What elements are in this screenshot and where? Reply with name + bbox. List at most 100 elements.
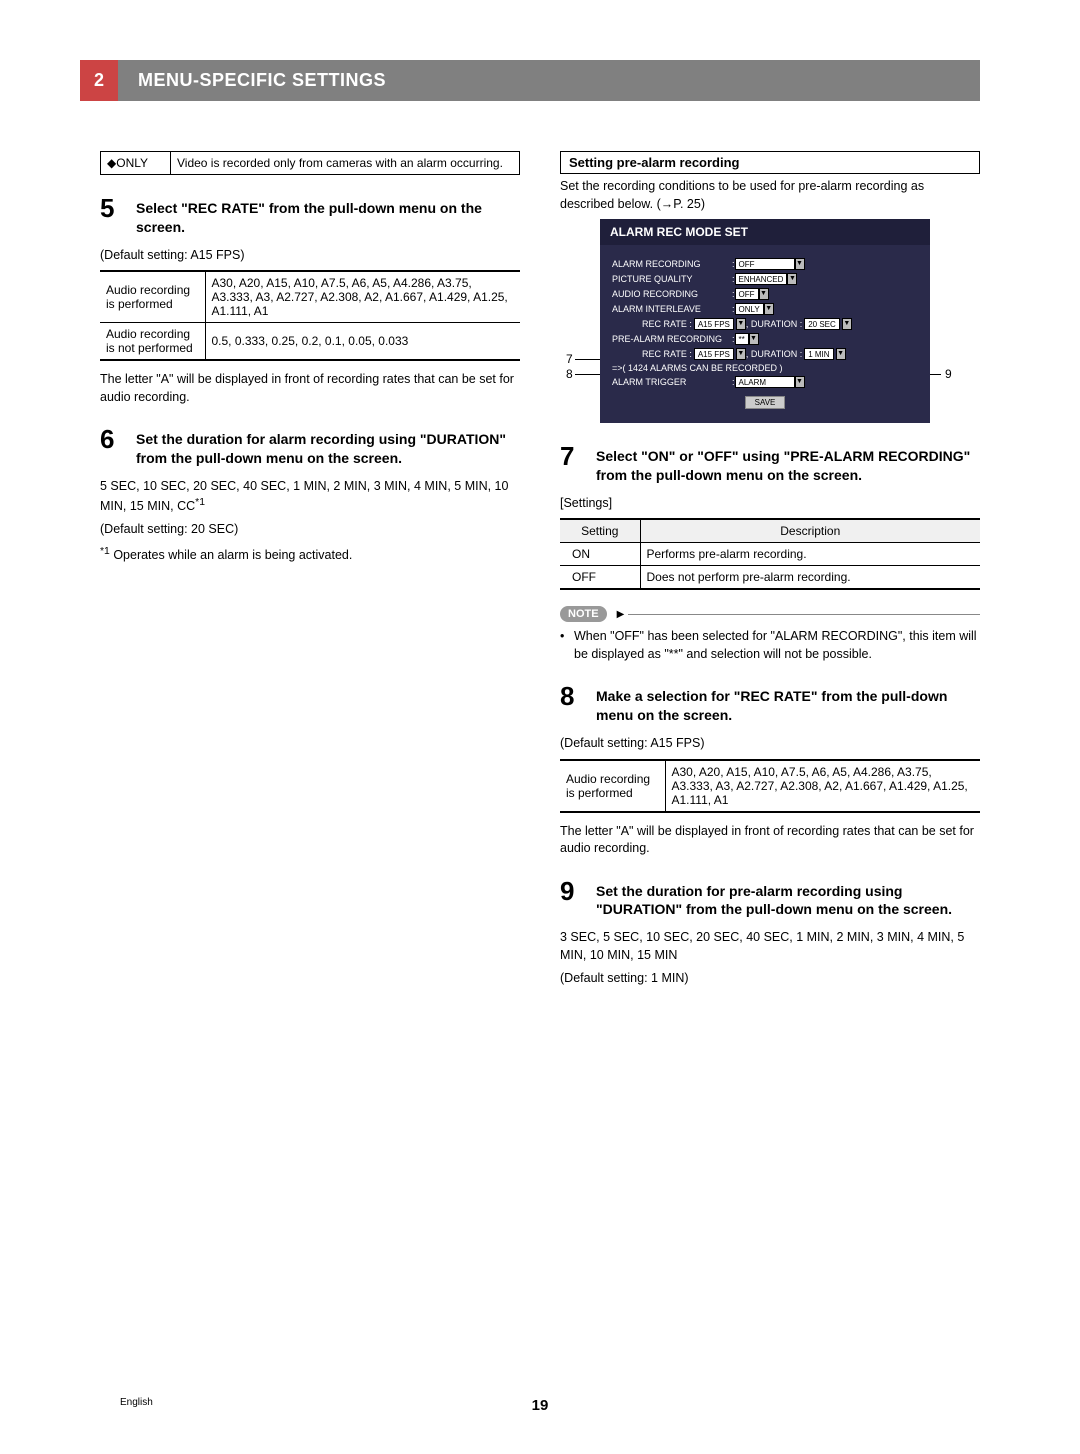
sshot-row-audio-recording: AUDIO RECORDING : OFF▼ bbox=[612, 288, 918, 300]
step-8: 8 Make a selection for "REC RATE" from t… bbox=[560, 681, 980, 725]
rec-rate-table-8: Audio recording is performed A30, A20, A… bbox=[560, 759, 980, 813]
footer-language: English bbox=[120, 1397, 153, 1408]
sshot-label: ALARM TRIGGER bbox=[612, 377, 732, 387]
alarm-rec-screenshot: ALARM REC MODE SET ALARM RECORDING : OFF… bbox=[600, 219, 930, 423]
col-header: Setting bbox=[560, 519, 640, 543]
chevron-down-icon[interactable]: ▼ bbox=[749, 333, 759, 345]
sshot-field[interactable]: A15 FPS bbox=[694, 318, 734, 330]
sshot-row-alarm-trigger: ALARM TRIGGER : ALARM▼ bbox=[612, 376, 918, 388]
rec-rate-table-5: Audio recording is performed A30, A20, A… bbox=[100, 270, 520, 361]
sshot-field[interactable]: ** bbox=[735, 333, 749, 345]
table-row: Setting Description bbox=[560, 519, 980, 543]
note-list: When "OFF" has been selected for "ALARM … bbox=[560, 628, 980, 663]
screenshot-title: ALARM REC MODE SET bbox=[600, 219, 930, 245]
callout-9: 9 bbox=[945, 367, 952, 381]
sshot-field[interactable]: OFF bbox=[735, 258, 795, 270]
duration-list: 5 SEC, 10 SEC, 20 SEC, 40 SEC, 1 MIN, 2 … bbox=[100, 479, 508, 513]
sshot-row-pre-alarm: PRE-ALARM RECORDING : **▼ bbox=[612, 333, 918, 345]
sshot-label: , DURATION : bbox=[746, 319, 802, 329]
cell-desc: Performs pre-alarm recording. bbox=[640, 543, 980, 566]
note-divider bbox=[628, 614, 980, 615]
sshot-label: REC RATE : bbox=[642, 319, 692, 329]
duration-options-9: 3 SEC, 5 SEC, 10 SEC, 20 SEC, 40 SEC, 1 … bbox=[560, 929, 980, 964]
step-7: 7 Select "ON" or "OFF" using "PRE-ALARM … bbox=[560, 441, 980, 485]
step-number: 5 bbox=[100, 193, 136, 237]
sshot-field[interactable]: 20 SEC bbox=[804, 318, 840, 330]
chevron-down-icon[interactable]: ▼ bbox=[787, 273, 797, 285]
callout-8: 8 bbox=[566, 367, 573, 381]
note-pill: NOTE bbox=[560, 606, 607, 622]
cell-value: 0.5, 0.333, 0.25, 0.2, 0.1, 0.05, 0.033 bbox=[205, 323, 520, 361]
settings-label: [Settings] bbox=[560, 495, 980, 513]
step-text: Set the duration for pre-alarm recording… bbox=[596, 876, 980, 920]
step-text: Select "REC RATE" from the pull-down men… bbox=[136, 193, 520, 237]
chapter-number: 2 bbox=[80, 60, 118, 101]
cell-label: Audio recording is performed bbox=[100, 271, 205, 323]
chevron-down-icon[interactable]: ▼ bbox=[764, 303, 774, 315]
step-text: Select "ON" or "OFF" using "PRE-ALARM RE… bbox=[596, 441, 980, 485]
footnote-text: Operates while an alarm is being activat… bbox=[110, 548, 353, 562]
sshot-label: AUDIO RECORDING bbox=[612, 289, 732, 299]
chevron-down-icon[interactable]: ▼ bbox=[836, 348, 846, 360]
sshot-label: REC RATE : bbox=[642, 349, 692, 359]
cell-label: Audio recording is performed bbox=[560, 760, 665, 812]
sshot-field[interactable]: OFF bbox=[735, 288, 759, 300]
sshot-field[interactable]: ONLY bbox=[735, 303, 764, 315]
chevron-right-icon: ▶ bbox=[617, 609, 625, 620]
content-columns: ◆ONLY Video is recorded only from camera… bbox=[100, 151, 980, 994]
sshot-label: , DURATION : bbox=[746, 349, 802, 359]
sshot-row-rec-rate-1: REC RATE : A15 FPS▼ , DURATION : 20 SEC▼ bbox=[612, 318, 918, 330]
table-row: OFF Does not perform pre-alarm recording… bbox=[560, 566, 980, 590]
sshot-row-alarm-recording: ALARM RECORDING : OFF▼ bbox=[612, 258, 918, 270]
table-row: ON Performs pre-alarm recording. bbox=[560, 543, 980, 566]
save-button[interactable]: SAVE bbox=[745, 396, 785, 409]
section-body: Set the recording conditions to be used … bbox=[560, 178, 980, 213]
cell-setting: OFF bbox=[560, 566, 640, 590]
note-item: When "OFF" has been selected for "ALARM … bbox=[560, 628, 980, 663]
sshot-row-rec-rate-2: REC RATE : A15 FPS▼ , DURATION : 1 MIN▼ bbox=[612, 348, 918, 360]
page-container: 2 MENU-SPECIFIC SETTINGS ◆ONLY Video is … bbox=[0, 0, 1080, 1034]
step-text: Make a selection for "REC RATE" from the… bbox=[596, 681, 980, 725]
sshot-label: PICTURE QUALITY bbox=[612, 274, 732, 284]
chevron-down-icon[interactable]: ▼ bbox=[795, 376, 805, 388]
table-row: Audio recording is performed A30, A20, A… bbox=[100, 271, 520, 323]
default-setting-5: (Default setting: A15 FPS) bbox=[100, 247, 520, 265]
chevron-down-icon[interactable]: ▼ bbox=[795, 258, 805, 270]
sshot-field[interactable]: 1 MIN bbox=[804, 348, 833, 360]
table-row: ◆ONLY Video is recorded only from camera… bbox=[101, 152, 520, 175]
col-header: Description bbox=[640, 519, 980, 543]
default-setting-9: (Default setting: 1 MIN) bbox=[560, 970, 980, 988]
default-setting-6: (Default setting: 20 SEC) bbox=[100, 521, 520, 539]
sshot-field[interactable]: ALARM bbox=[735, 376, 795, 388]
sup-marker: *1 bbox=[195, 497, 205, 508]
step-6: 6 Set the duration for alarm recording u… bbox=[100, 424, 520, 468]
cell-value: A30, A20, A15, A10, A7.5, A6, A5, A4.286… bbox=[665, 760, 980, 812]
only-desc: Video is recorded only from cameras with… bbox=[171, 152, 520, 175]
note-8: The letter "A" will be displayed in fron… bbox=[560, 823, 980, 858]
chevron-down-icon[interactable]: ▼ bbox=[736, 348, 746, 360]
only-table: ◆ONLY Video is recorded only from camera… bbox=[100, 151, 520, 175]
step-5: 5 Select "REC RATE" from the pull-down m… bbox=[100, 193, 520, 237]
step-number: 8 bbox=[560, 681, 596, 725]
table-row: Audio recording is not performed 0.5, 0.… bbox=[100, 323, 520, 361]
step-number: 6 bbox=[100, 424, 136, 468]
chevron-down-icon[interactable]: ▼ bbox=[736, 318, 746, 330]
sshot-field[interactable]: A15 FPS bbox=[694, 348, 734, 360]
table-row: Audio recording is performed A30, A20, A… bbox=[560, 760, 980, 812]
section-title-box: Setting pre-alarm recording bbox=[560, 151, 980, 174]
settings-table-7: Setting Description ON Performs pre-alar… bbox=[560, 518, 980, 590]
sshot-label: ALARM INTERLEAVE bbox=[612, 304, 732, 314]
chevron-down-icon[interactable]: ▼ bbox=[759, 288, 769, 300]
sshot-row-capacity: =>( 1424 ALARMS CAN BE RECORDED ) bbox=[612, 363, 918, 373]
chapter-header: 2 MENU-SPECIFIC SETTINGS bbox=[80, 60, 980, 101]
cell-desc: Does not perform pre-alarm recording. bbox=[640, 566, 980, 590]
only-label: ◆ONLY bbox=[101, 152, 171, 175]
step-number: 9 bbox=[560, 876, 596, 920]
screenshot-wrapper: 7 8 9 ALARM REC MODE SET ALARM RECORDING… bbox=[560, 219, 980, 423]
chevron-down-icon[interactable]: ▼ bbox=[842, 318, 852, 330]
callout-7: 7 bbox=[566, 352, 573, 366]
sshot-field[interactable]: ENHANCED bbox=[735, 273, 788, 285]
duration-options-6: 5 SEC, 10 SEC, 20 SEC, 40 SEC, 1 MIN, 2 … bbox=[100, 478, 520, 515]
screenshot-body: ALARM RECORDING : OFF▼ PICTURE QUALITY :… bbox=[600, 245, 930, 423]
sshot-label: ALARM RECORDING bbox=[612, 259, 732, 269]
